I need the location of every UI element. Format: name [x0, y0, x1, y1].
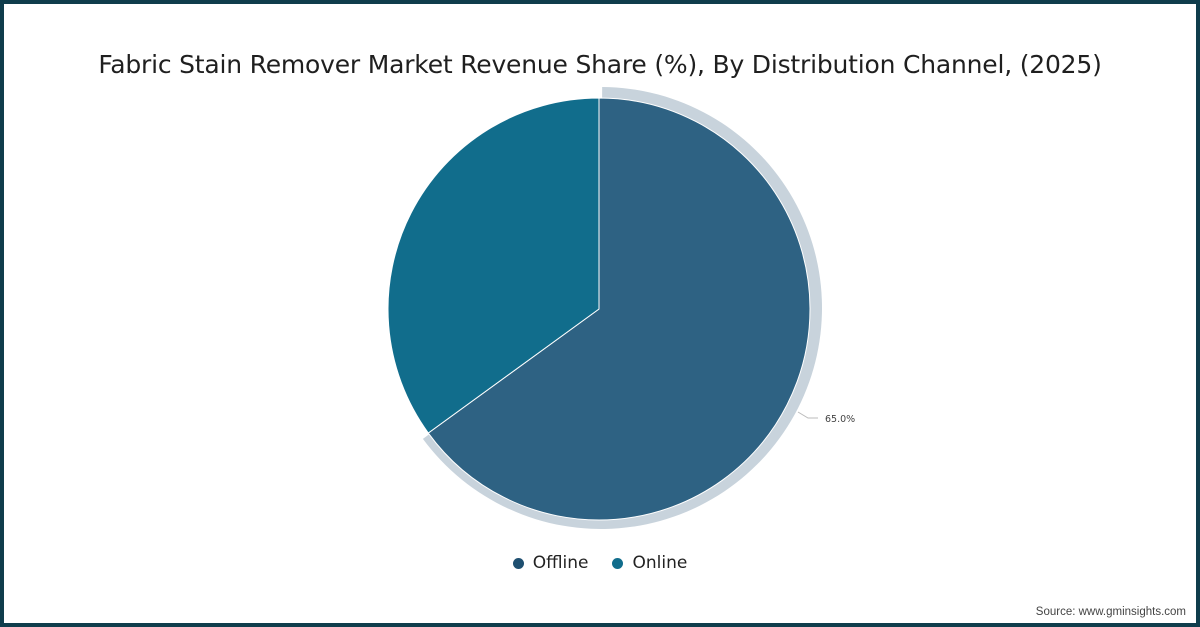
- pie-slice-online[interactable]: [387, 97, 600, 434]
- legend-dot-online-icon: [612, 557, 624, 569]
- legend-item-online[interactable]: Online: [612, 553, 687, 573]
- legend-item-offline[interactable]: Offline: [512, 553, 589, 573]
- legend-label-online: Online: [632, 553, 688, 573]
- chart-title: Fabric Stain Remover Market Revenue Shar…: [98, 50, 1102, 79]
- legend-dot-offline-icon: [512, 557, 524, 569]
- label-leader-line: [797, 411, 818, 419]
- source-credit: Source: www.gminsights.com: [1035, 606, 1186, 618]
- legend-label-offline: Offline: [532, 553, 589, 573]
- chart-legend: Offline Online: [0, 553, 1200, 573]
- slice-label-offline: 65.0%: [825, 414, 855, 425]
- pie-slice-offline[interactable]: [427, 97, 811, 521]
